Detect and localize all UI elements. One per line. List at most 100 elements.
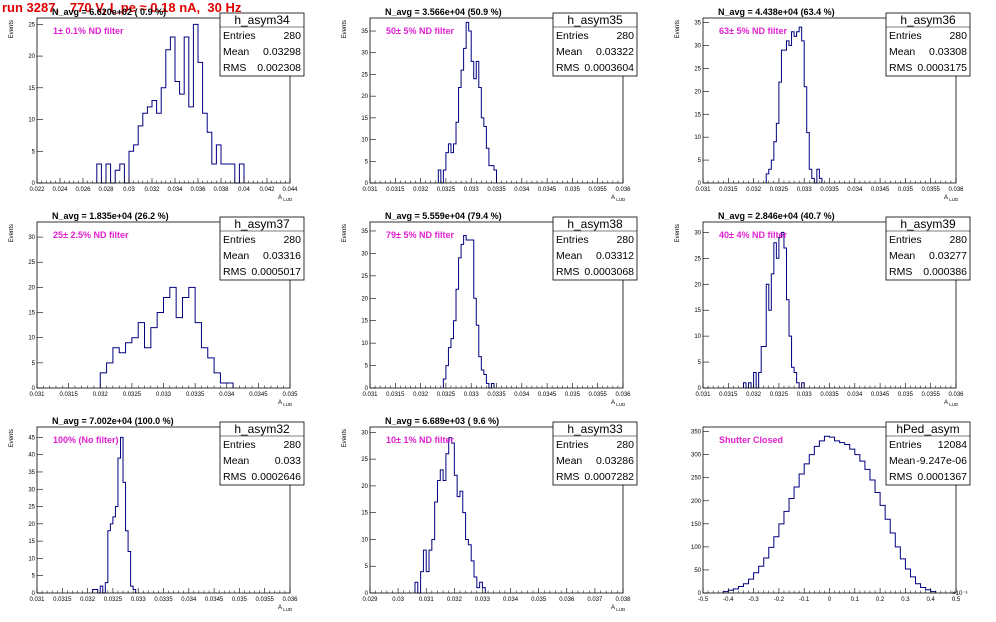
stats-rms-value: 0.0001367 (917, 471, 967, 483)
x-tick-label: 0.034 (181, 597, 197, 603)
stats-entries-label: Entries (889, 439, 922, 451)
navg-annotation: N_avg = 2.846e+04 (40.7 %) (718, 211, 835, 221)
y-axis-title: Events (9, 224, 15, 242)
y-tick-label: 15 (361, 319, 368, 325)
x-tick-label: 0.032 (413, 187, 429, 193)
x-axis-title: A LUD (278, 400, 293, 407)
x-tick-label: 0.033 (156, 392, 172, 398)
stats-box: h_asym39 Entries 280 Mean 0.03277 RMS 0.000386 (885, 216, 971, 281)
x-tick-label: 0.0335 (820, 187, 839, 193)
y-tick-label: 20 (361, 484, 368, 490)
x-tick-label: 0.034 (219, 392, 235, 398)
y-tick-label: 25 (361, 72, 368, 78)
x-tick-label: 0.4 (927, 597, 936, 603)
stats-entries-label: Entries (223, 30, 256, 42)
filter-label: Shutter Closed (719, 435, 783, 445)
x-tick-label: 0.1 (851, 597, 860, 603)
y-tick-label: 5 (365, 159, 369, 165)
y-tick-label: 20 (361, 94, 368, 100)
x-tick-label: 0.0315 (386, 187, 405, 193)
y-tick-label: 10 (361, 537, 368, 543)
stats-rms-value: 0.0007282 (584, 471, 634, 483)
y-tick-label: 40 (28, 453, 35, 459)
navg-annotation: N_avg = 5.559e+04 (79.4 %) (385, 211, 502, 221)
y-tick-label: 30 (694, 44, 701, 50)
x-tick-label: 0.035 (898, 392, 914, 398)
stats-rms-label: RMS (556, 62, 579, 74)
stats-entries-label: Entries (223, 439, 256, 451)
stats-rms-label: RMS (223, 62, 246, 74)
x-tick-label: 0.04 (238, 187, 250, 193)
y-axis-title: Events (9, 20, 15, 38)
x-tick-label: 0.032 (144, 187, 160, 193)
y-tick-label: 20 (694, 89, 701, 95)
x-axis-title: A LUD (944, 195, 959, 202)
y-tick-label: 15 (694, 308, 701, 314)
x-tick-label: -0.4 (723, 597, 734, 603)
stats-title: hPed_asym (896, 422, 959, 436)
histogram-panel: 0.031 0.0315 0.032 0.0325 0.033 0.0335 0.034 0.… (675, 7, 971, 202)
x-tick-label: 0.032 (93, 392, 109, 398)
y-tick-label: 0 (32, 181, 36, 187)
stats-entries-value: 280 (616, 234, 634, 246)
y-tick-label: 35 (694, 21, 701, 27)
stats-mean-label: Mean (223, 250, 249, 262)
navg-annotation: N_avg = 6.689e+03 ( 9.6 %) (385, 416, 499, 426)
filter-label: 79± 5% ND filter (386, 230, 454, 240)
x-tick-label: 0.034 (514, 187, 530, 193)
navg-annotation: N_avg = 1.835e+04 (26.2 %) (52, 211, 169, 221)
x-axis-title: A LUD (611, 400, 626, 407)
stats-title: h_asym38 (567, 217, 623, 231)
x-tick-label: 0.031 (29, 392, 45, 398)
x-tick-label: 0.0325 (770, 187, 789, 193)
y-tick-label: 0 (365, 591, 369, 597)
y-tick-label: 30 (361, 251, 368, 257)
plot-frame (369, 426, 624, 594)
y-tick-label: 35 (361, 29, 368, 35)
stats-mean-label: Mean (223, 46, 249, 58)
x-tick-label: 0.028 (98, 187, 114, 193)
x-tick-label: 0.034 (847, 392, 863, 398)
histogram-panel: 0.031 0.0315 0.032 0.0325 0.033 0.0335 0.034 0.… (9, 416, 305, 612)
stats-mean-value: 0.033 (275, 455, 301, 467)
stats-title: h_asym36 (900, 13, 956, 27)
x-tick-label: 0.032 (80, 597, 96, 603)
histogram-panel: -0.5 -0.4 -0.3 -0.2 -0.1 0 0.1 0.2 0.3 0.4 0.5 0 50 1… (691, 421, 971, 603)
stats-box-frame (885, 421, 971, 486)
histogram-panel: 0.022 0.024 0.026 0.028 0.03 0.032 0.034 0.036 0… (9, 7, 305, 202)
y-tick-label: 25 (28, 22, 35, 28)
x-tick-label: 0.035 (898, 187, 914, 193)
stats-box: h_asym33 Entries 280 Mean 0.03286 RMS 0.000728… (552, 421, 638, 486)
navg-annotation: N_avg = 6.620e+02 ( 0.9 %) (52, 7, 166, 17)
y-tick-label: 20 (28, 522, 35, 528)
y-tick-label: 300 (691, 453, 702, 459)
histogram-line (96, 23, 245, 184)
stats-rms-value: 0.0003175 (917, 62, 967, 74)
x-tick-label: 0.033 (475, 597, 491, 603)
stats-box-frame (552, 216, 638, 281)
x-tick-label: 0 (828, 597, 832, 603)
y-tick-label: 150 (691, 522, 702, 528)
stats-mean-label: Mean (223, 455, 249, 467)
x-tick-label: 0.0355 (256, 597, 275, 603)
x-tick-label: 0.0345 (538, 392, 557, 398)
x-tick-label: 0.031 (419, 597, 435, 603)
histogram-panel: 0.031 0.0315 0.032 0.0325 0.033 0.0335 0.034 0.… (675, 211, 971, 407)
stats-rms-value: 0.0005017 (251, 266, 301, 278)
x-tick-label: 0.0325 (104, 597, 123, 603)
x-tick-label: 0.0315 (719, 187, 738, 193)
x-tick-label: 0.037 (587, 597, 603, 603)
navg-annotation: N_avg = 7.002e+04 (100.0 %) (52, 416, 174, 426)
x-tick-label: 0.0335 (487, 187, 506, 193)
filter-label: 50± 5% ND filter (386, 26, 454, 36)
page-title: run 3287, 770 V, I_pe ≈ 0.18 nA, 30 Hz (2, 0, 242, 15)
stats-title: h_asym33 (567, 422, 623, 436)
x-tick-label: 0.0355 (922, 187, 941, 193)
y-tick-label: 45 (28, 435, 35, 441)
x-tick-label: 0.034 (514, 392, 530, 398)
y-tick-label: 35 (28, 470, 35, 476)
x-tick-label: 0.035 (565, 392, 581, 398)
histogram-line (92, 436, 137, 594)
y-tick-label: 5 (32, 574, 36, 580)
x-tick-label: 0.0355 (589, 187, 608, 193)
